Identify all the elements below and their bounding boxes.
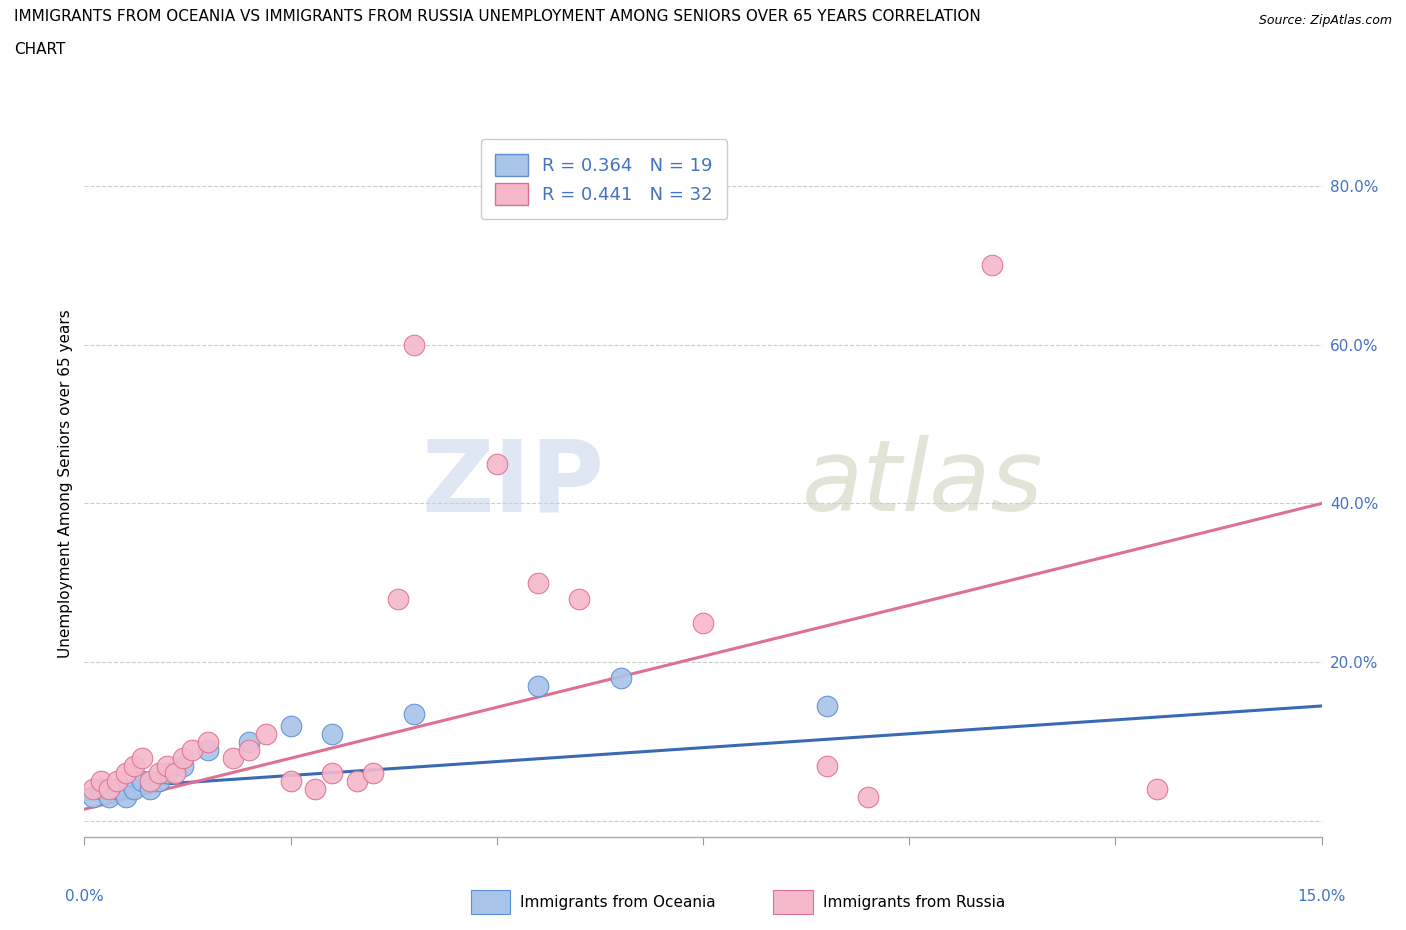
- Point: [156, 766, 179, 781]
- Point: [527, 576, 550, 591]
- Point: [131, 774, 153, 789]
- Legend: R = 0.364   N = 19, R = 0.441   N = 32: R = 0.364 N = 19, R = 0.441 N = 32: [481, 140, 727, 219]
- Point: [139, 782, 162, 797]
- Point: [148, 774, 170, 789]
- Point: [404, 338, 426, 352]
- Point: [122, 782, 145, 797]
- Point: [82, 782, 104, 797]
- Text: CHART: CHART: [14, 42, 66, 57]
- Point: [815, 698, 838, 713]
- Point: [105, 774, 128, 789]
- Point: [361, 766, 384, 781]
- Point: [172, 758, 194, 773]
- Point: [197, 735, 219, 750]
- Point: [222, 751, 245, 765]
- Point: [856, 790, 879, 804]
- Point: [148, 766, 170, 781]
- Point: [485, 457, 508, 472]
- Point: [197, 742, 219, 757]
- Point: [404, 707, 426, 722]
- Point: [254, 726, 277, 741]
- Point: [90, 774, 112, 789]
- Point: [1146, 782, 1168, 797]
- Point: [238, 735, 260, 750]
- Text: Source: ZipAtlas.com: Source: ZipAtlas.com: [1258, 14, 1392, 27]
- Point: [527, 679, 550, 694]
- Point: [980, 258, 1002, 272]
- Point: [321, 726, 343, 741]
- Point: [114, 790, 136, 804]
- Point: [692, 615, 714, 630]
- Point: [131, 751, 153, 765]
- Point: [280, 718, 302, 733]
- Point: [122, 758, 145, 773]
- Text: 15.0%: 15.0%: [1298, 888, 1346, 904]
- Point: [165, 766, 187, 781]
- Point: [172, 751, 194, 765]
- Point: [82, 790, 104, 804]
- Point: [105, 782, 128, 797]
- Text: 0.0%: 0.0%: [65, 888, 104, 904]
- Point: [139, 774, 162, 789]
- Point: [304, 782, 326, 797]
- Text: IMMIGRANTS FROM OCEANIA VS IMMIGRANTS FROM RUSSIA UNEMPLOYMENT AMONG SENIORS OVE: IMMIGRANTS FROM OCEANIA VS IMMIGRANTS FR…: [14, 9, 981, 24]
- Text: atlas: atlas: [801, 435, 1043, 532]
- Point: [90, 782, 112, 797]
- Point: [815, 758, 838, 773]
- Point: [280, 774, 302, 789]
- Point: [98, 782, 121, 797]
- Y-axis label: Unemployment Among Seniors over 65 years: Unemployment Among Seniors over 65 years: [58, 309, 73, 658]
- Point: [387, 591, 409, 606]
- Point: [609, 671, 631, 685]
- Point: [346, 774, 368, 789]
- Point: [98, 790, 121, 804]
- Point: [321, 766, 343, 781]
- Point: [114, 766, 136, 781]
- Text: Immigrants from Oceania: Immigrants from Oceania: [520, 895, 716, 910]
- Text: Immigrants from Russia: Immigrants from Russia: [823, 895, 1005, 910]
- Point: [156, 758, 179, 773]
- Text: ZIP: ZIP: [422, 435, 605, 532]
- Point: [238, 742, 260, 757]
- Point: [180, 742, 202, 757]
- Point: [568, 591, 591, 606]
